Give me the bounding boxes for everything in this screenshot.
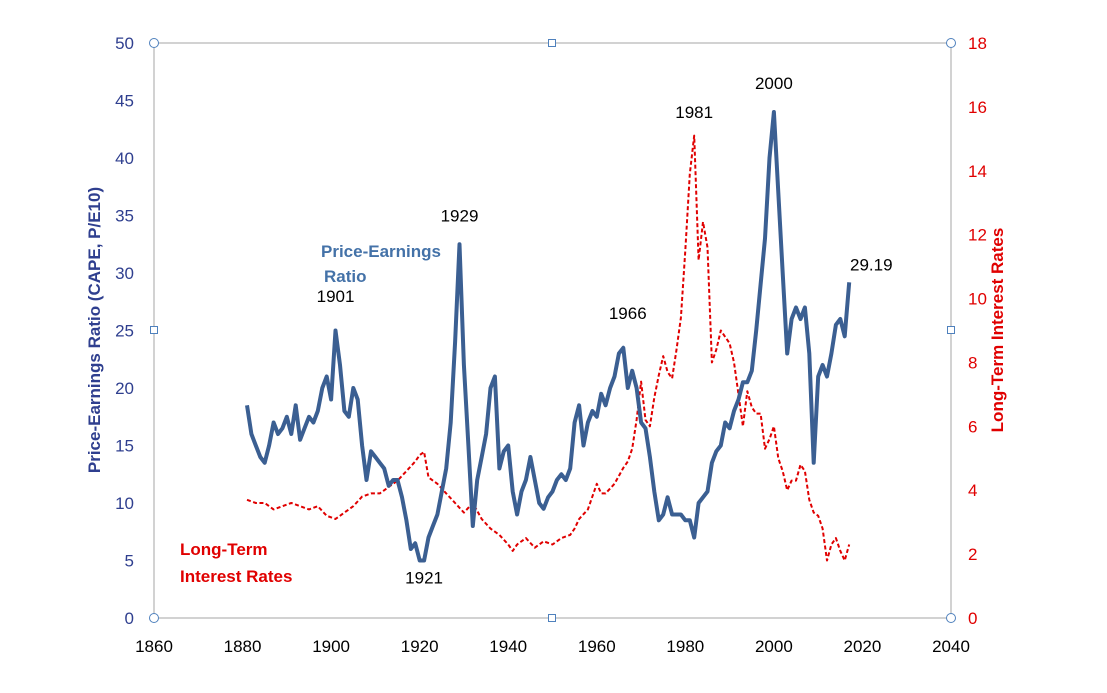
y-left-tick-label: 15: [115, 437, 134, 456]
x-tick-label: 1980: [666, 637, 704, 656]
series-label-pe-line2: Ratio: [324, 267, 367, 286]
annotation-label: 1981: [675, 103, 713, 122]
series-label-rates-line1: Long-Term: [180, 540, 268, 559]
y-right-tick-label: 2: [968, 545, 977, 564]
y-left-tick-label: 30: [115, 264, 134, 283]
handle-left-middle[interactable]: [150, 326, 158, 334]
right-axis-ticks: 0 2 4 6 8 10 12 14 16 18: [968, 34, 987, 628]
handle-top-right[interactable]: [946, 38, 956, 48]
annotation-label: 1921: [405, 569, 443, 588]
handle-right-middle[interactable]: [947, 326, 955, 334]
y-right-tick-label: 6: [968, 417, 977, 436]
y-left-tick-label: 10: [115, 494, 134, 513]
y-right-tick-label: 12: [968, 226, 987, 245]
x-tick-label: 1940: [489, 637, 527, 656]
y-axis-left-title: Price-Earnings Ratio (CAPE, P/E10): [85, 187, 104, 473]
x-tick-label: 1960: [578, 637, 616, 656]
y-left-tick-label: 45: [115, 92, 134, 111]
handle-top-left[interactable]: [149, 38, 159, 48]
annotation-label: 1901: [317, 287, 355, 306]
y-right-tick-label: 4: [968, 481, 977, 500]
x-tick-label: 2020: [844, 637, 882, 656]
selection-handles[interactable]: [149, 38, 956, 623]
handle-top-middle[interactable]: [548, 39, 556, 47]
annotation-label: 2000: [755, 74, 793, 93]
series-label-pe-line1: Price-Earnings: [321, 242, 441, 261]
x-tick-label: 1920: [401, 637, 439, 656]
y-right-tick-label: 10: [968, 290, 987, 309]
y-left-tick-label: 5: [125, 552, 134, 571]
series-label-rates-line2: Interest Rates: [180, 567, 292, 586]
y-left-tick-label: 50: [115, 34, 134, 53]
x-tick-label: 1860: [135, 637, 173, 656]
x-tick-label: 1900: [312, 637, 350, 656]
annotation-label: 29.19: [850, 256, 893, 275]
handle-bottom-right[interactable]: [946, 613, 956, 623]
left-axis-ticks: 0 5 10 15 20 25 30 35 40 45 50: [115, 34, 134, 628]
x-tick-label: 2040: [932, 637, 970, 656]
x-tick-label: 1880: [224, 637, 262, 656]
y-right-tick-label: 0: [968, 609, 977, 628]
y-left-tick-label: 40: [115, 149, 134, 168]
x-tick-label: 2000: [755, 637, 793, 656]
y-right-tick-label: 18: [968, 34, 987, 53]
handle-bottom-left[interactable]: [149, 613, 159, 623]
y-right-tick-label: 8: [968, 353, 977, 372]
y-left-tick-label: 25: [115, 322, 134, 341]
series-line-pe-ratio: [245, 110, 852, 563]
peak-annotations: 1901 1921 1929 1966 1981 2000 29.19: [317, 74, 893, 588]
annotation-label: 1966: [609, 304, 647, 323]
plot-area-frame: [153, 42, 952, 619]
handle-bottom-middle[interactable]: [548, 614, 556, 622]
y-axis-right-title: Long-Term Interest Rates: [988, 228, 1007, 433]
y-left-tick-label: 0: [125, 609, 134, 628]
y-right-tick-label: 14: [968, 162, 987, 181]
x-axis-ticks: 1860 1880 1900 1920 1940 1960 1980 2000 2020 2040: [135, 637, 970, 656]
y-left-tick-label: 20: [115, 379, 134, 398]
annotation-label: 1929: [441, 206, 479, 225]
y-left-tick-label: 35: [115, 207, 134, 226]
y-right-tick-label: 16: [968, 98, 987, 117]
